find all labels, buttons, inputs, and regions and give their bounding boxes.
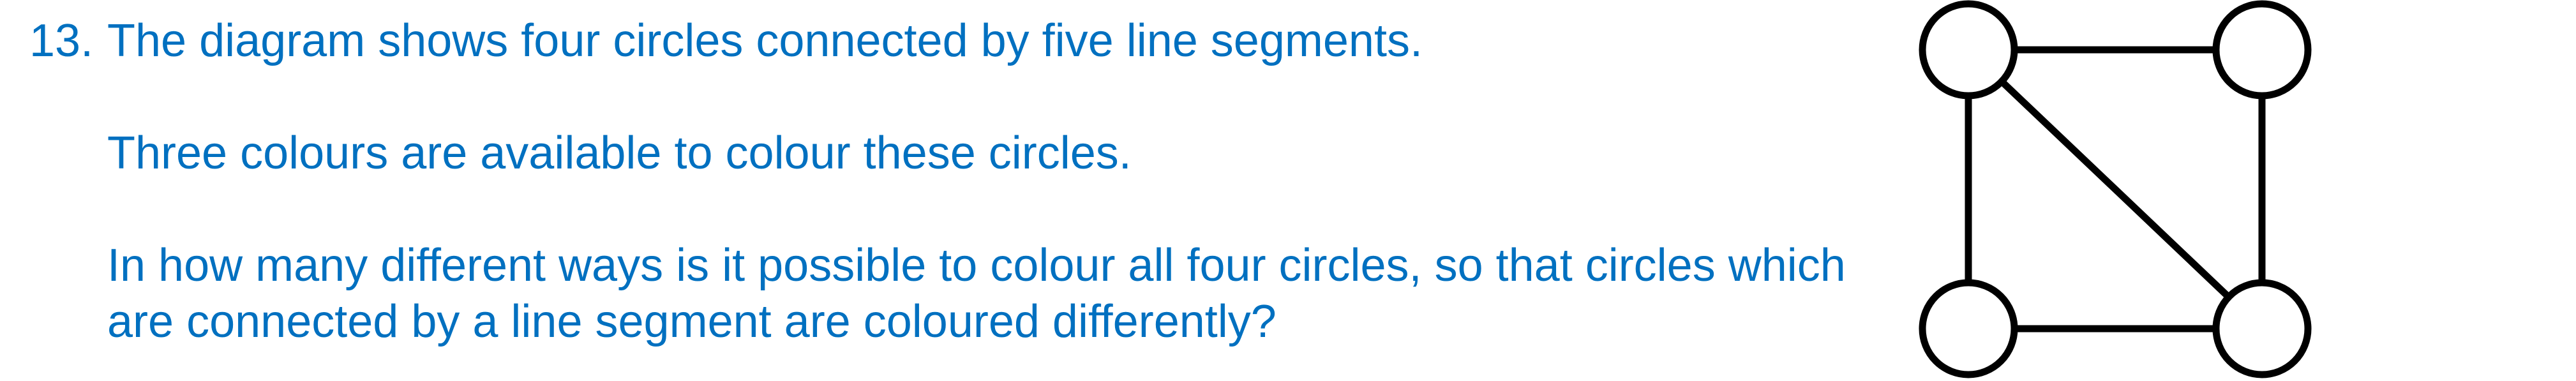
question-paragraph-2: Three colours are available to colour th… [107, 128, 1132, 179]
diagram-svg [1919, 0, 2312, 378]
question-row: 13. The diagram shows four circles conne… [29, 13, 1880, 350]
edge-top-left-bottom-right [1966, 47, 2265, 331]
circle-top-right [2212, 0, 2312, 100]
question-paragraph-1: The diagram shows four circles connected… [107, 15, 1423, 66]
question-number: 13. [29, 15, 94, 66]
diagram-nodes [1919, 0, 2312, 378]
diagram-edges [1965, 46, 2266, 332]
circle-graph-diagram [1902, 0, 2349, 381]
circle-top-left [1919, 0, 2018, 100]
question-paragraph-3: In how many different ways is it possibl… [107, 240, 1846, 347]
question-body: The diagram shows four circles connected… [107, 13, 1880, 350]
circle-bottom-right [2212, 279, 2312, 378]
question-block: 13. The diagram shows four circles conne… [29, 13, 1880, 350]
circle-bottom-left [1919, 279, 2018, 378]
